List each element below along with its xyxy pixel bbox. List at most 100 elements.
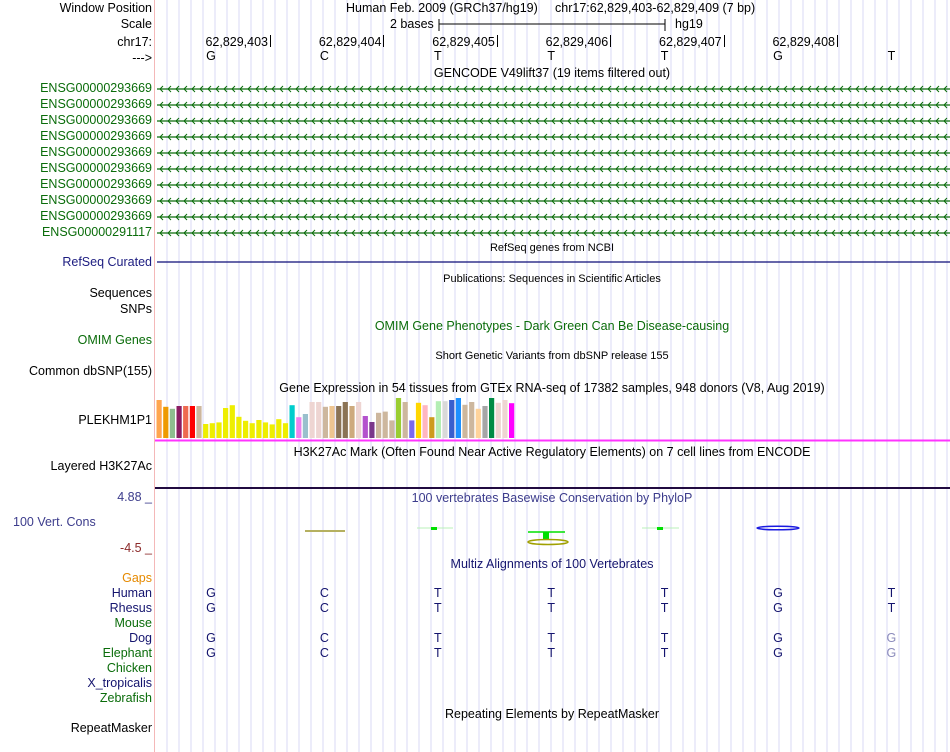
gtex-tissue-bar[interactable] — [449, 400, 455, 438]
phylop-track-title: 100 vertebrates Basewise Conservation by… — [411, 491, 693, 505]
gtex-tissue-bar[interactable] — [189, 406, 195, 438]
scale-bar — [438, 19, 666, 31]
gencode-gene-line[interactable] — [157, 212, 950, 222]
gtex-tissue-bar[interactable] — [402, 402, 408, 438]
gencode-gene-line[interactable] — [157, 100, 950, 110]
gtex-tissue-bar[interactable] — [296, 417, 302, 438]
gtex-tissue-bar[interactable] — [509, 403, 515, 438]
coordinate-tick: 62,829,408 — [772, 35, 838, 50]
scale-label: Scale — [120, 17, 152, 31]
publications-track-title: Publications: Sequences in Scientific Ar… — [443, 273, 661, 285]
phylop-max-label: 4.88 _ — [117, 490, 152, 504]
gtex-tissue-bar[interactable] — [409, 420, 415, 438]
gtex-tissue-bar[interactable] — [336, 406, 342, 438]
gtex-tissue-bar[interactable] — [309, 402, 315, 438]
gencode-item-label[interactable]: ENSG00000293669 — [40, 145, 152, 159]
phylop-track-label[interactable]: 100 Vert. Cons — [13, 515, 96, 529]
gtex-tissue-bar[interactable] — [502, 400, 508, 438]
repeatmasker-track-label[interactable]: RepeatMasker — [70, 721, 152, 735]
gtex-bar-chart[interactable] — [155, 396, 950, 443]
gtex-tissue-bar[interactable] — [223, 408, 229, 438]
gtex-tissue-bar[interactable] — [442, 401, 448, 438]
gencode-item-label[interactable]: ENSG00000293669 — [40, 193, 152, 207]
gencode-item-label[interactable]: ENSG00000293669 — [40, 129, 152, 143]
gtex-tissue-bar[interactable] — [422, 405, 428, 438]
gtex-tissue-bar[interactable] — [196, 406, 202, 438]
phylop-plot[interactable] — [155, 515, 950, 550]
gtex-tissue-bar[interactable] — [362, 416, 368, 438]
gtex-tissue-bar[interactable] — [282, 423, 289, 438]
gtex-tissue-bar[interactable] — [156, 400, 162, 438]
gencode-item-label[interactable]: ENSG00000293669 — [40, 81, 152, 95]
gencode-gene-line[interactable] — [157, 180, 950, 190]
gencode-item-label[interactable]: ENSG00000293669 — [40, 177, 152, 191]
gtex-tissue-bar[interactable] — [489, 398, 495, 438]
gtex-tissue-bar[interactable] — [395, 398, 402, 438]
gtex-tissue-bar[interactable] — [415, 402, 422, 438]
species-label: Dog — [129, 631, 152, 645]
sequences-track-label[interactable]: Sequences — [89, 286, 152, 300]
gencode-gene-line[interactable] — [157, 196, 950, 206]
refseq-track-label[interactable]: RefSeq Curated — [62, 255, 152, 269]
gtex-tissue-bar[interactable] — [322, 406, 328, 438]
gencode-gene-line[interactable] — [157, 164, 950, 174]
refseq-gene-line[interactable] — [157, 254, 950, 270]
gtex-tissue-bar[interactable] — [349, 406, 355, 438]
gtex-tissue-bar[interactable] — [262, 422, 269, 438]
omim-track-label[interactable]: OMIM Genes — [77, 333, 152, 347]
gtex-tissue-bar[interactable] — [482, 406, 488, 438]
gencode-gene-line[interactable] — [157, 148, 950, 158]
gencode-item-label[interactable]: ENSG00000293669 — [40, 161, 152, 175]
window-position-label: Window Position — [59, 1, 152, 15]
gtex-tissue-bar[interactable] — [316, 402, 322, 438]
gtex-tissue-bar[interactable] — [329, 406, 335, 438]
species-label: Rhesus — [109, 601, 152, 615]
gtex-tissue-bar[interactable] — [203, 424, 209, 438]
gtex-tissue-bar[interactable] — [455, 398, 461, 438]
gtex-tissue-bar[interactable] — [183, 406, 189, 438]
gtex-tissue-bar[interactable] — [469, 402, 475, 438]
gtex-tissue-bar[interactable] — [302, 414, 308, 438]
coordinate-label: 62,829,406 — [545, 35, 609, 49]
coordinate-tick: 62,829,403 — [205, 35, 271, 50]
gtex-tissue-bar[interactable] — [356, 402, 362, 438]
gtex-tissue-bar[interactable] — [289, 405, 295, 438]
gtex-tissue-bar[interactable] — [276, 419, 282, 438]
gtex-tissue-bar[interactable] — [376, 412, 382, 438]
gtex-tissue-bar[interactable] — [163, 406, 169, 438]
base-letter: T — [660, 49, 669, 63]
gtex-tissue-bar[interactable] — [429, 417, 435, 438]
gencode-item-label[interactable]: ENSG00000293669 — [40, 113, 152, 127]
dbsnp-track-label[interactable]: Common dbSNP(155) — [29, 364, 152, 378]
gtex-tissue-bar[interactable] — [229, 405, 235, 438]
gencode-gene-line[interactable] — [157, 116, 950, 126]
gtex-track-label[interactable]: PLEKHM1P1 — [78, 413, 152, 427]
gtex-tissue-bar[interactable] — [369, 422, 375, 438]
gtex-tissue-bar[interactable] — [382, 411, 388, 438]
gtex-tissue-bar[interactable] — [495, 402, 501, 438]
gencode-gene-line[interactable] — [157, 132, 950, 142]
gtex-tissue-bar[interactable] — [176, 406, 182, 438]
gtex-tissue-bar[interactable] — [169, 408, 175, 438]
gtex-tissue-bar[interactable] — [435, 401, 441, 438]
gtex-tissue-bar[interactable] — [342, 402, 348, 438]
gtex-tissue-bar[interactable] — [389, 420, 395, 438]
gtex-tissue-bar[interactable] — [209, 423, 215, 438]
gtex-tissue-bar[interactable] — [475, 408, 481, 438]
gtex-tissue-bar[interactable] — [236, 416, 242, 438]
gtex-tissue-bar[interactable] — [269, 424, 275, 438]
strand-label: ---> — [132, 51, 152, 65]
h3k27ac-track-label[interactable]: Layered H3K27Ac — [50, 459, 152, 473]
gencode-item-label[interactable]: ENSG00000293669 — [40, 209, 152, 223]
snps-track-label[interactable]: SNPs — [120, 302, 152, 316]
gencode-gene-line[interactable] — [157, 84, 950, 94]
gencode-gene-line[interactable] — [157, 228, 950, 238]
gtex-tissue-bar[interactable] — [462, 404, 468, 438]
gtex-tissue-bar[interactable] — [216, 422, 222, 438]
gtex-tissue-bar[interactable] — [243, 420, 249, 438]
gencode-item-label[interactable]: ENSG00000291117 — [41, 225, 152, 239]
gtex-tissue-bar[interactable] — [249, 423, 255, 438]
gencode-item-label[interactable]: ENSG00000293669 — [40, 97, 152, 111]
gtex-tissue-bar[interactable] — [256, 420, 262, 438]
position-readout: chr17:62,829,403-62,829,409 (7 bp) — [555, 1, 756, 15]
